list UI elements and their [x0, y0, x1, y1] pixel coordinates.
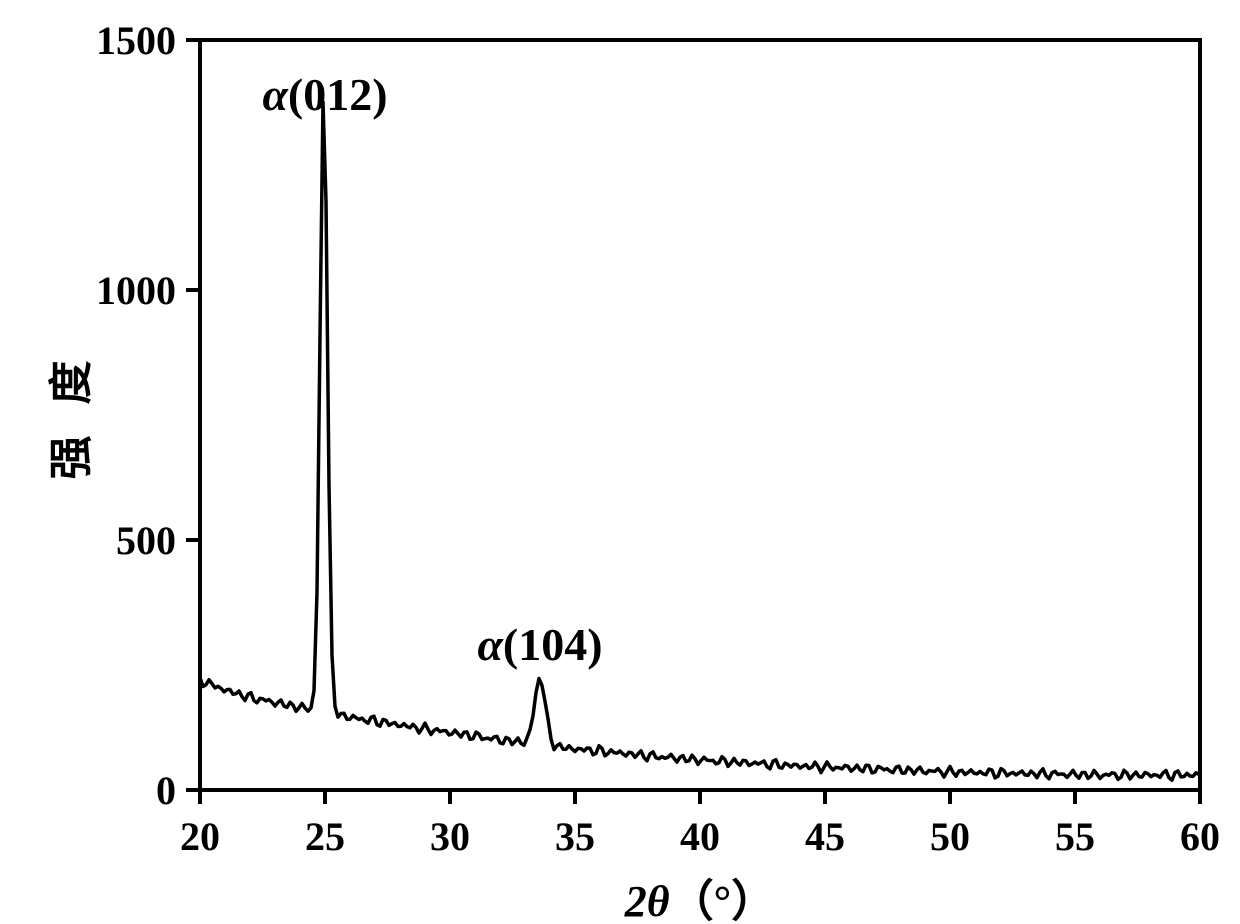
y-tick-label: 1000 — [96, 268, 176, 313]
y-tick-label: 1500 — [96, 18, 176, 63]
x-tick-label: 20 — [180, 814, 220, 859]
x-tick-label: 30 — [430, 814, 470, 859]
y-tick-label: 0 — [156, 768, 176, 813]
x-tick-label: 25 — [305, 814, 345, 859]
x-tick-label: 55 — [1055, 814, 1095, 859]
x-tick-label: 60 — [1180, 814, 1220, 859]
y-tick-label: 500 — [116, 518, 176, 563]
x-tick-label: 40 — [680, 814, 720, 859]
peak-label: α(012) — [262, 69, 387, 120]
xrd-chart: 20 25 30 35 40 45 50 55 60 0 500 1000 1500 2θ（°） 强 度 α(… — [0, 0, 1240, 924]
x-tick-label: 50 — [930, 814, 970, 859]
plot-frame — [200, 40, 1200, 790]
y-axis-title: 强 度 — [47, 351, 96, 480]
x-axis-title: 2θ（°） — [624, 877, 775, 924]
x-tick-label: 35 — [555, 814, 595, 859]
x-tick-label: 45 — [805, 814, 845, 859]
peak-label: α(104) — [477, 619, 602, 670]
xrd-curve — [200, 102, 1199, 780]
